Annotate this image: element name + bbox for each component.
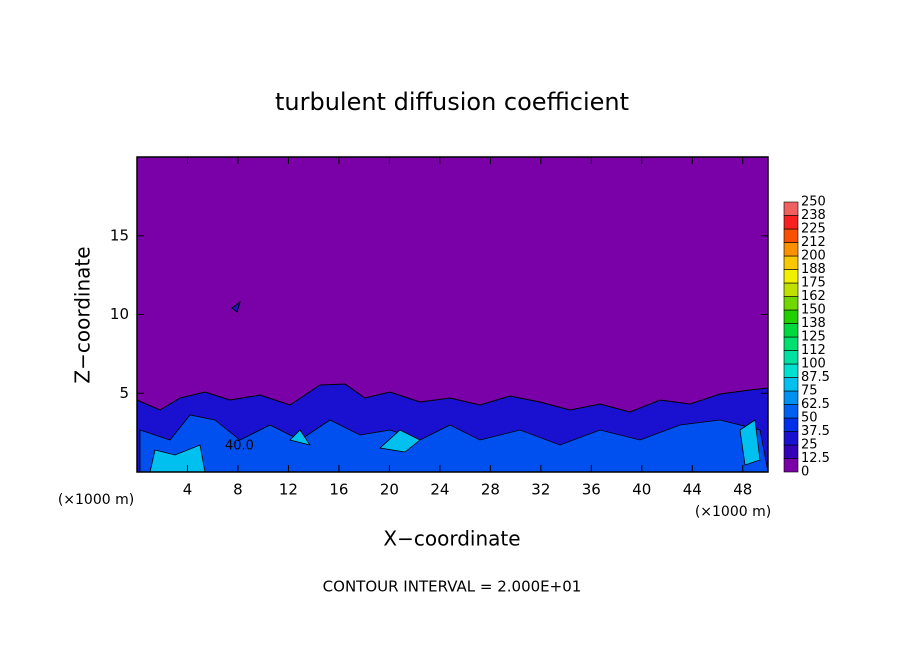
colorbar-label: 75 <box>801 384 818 399</box>
colorbar-label: 37.5 <box>801 424 830 439</box>
colorbar-label: 250 <box>801 195 826 210</box>
x-tick-label: 44 <box>683 481 702 499</box>
colorbar-label: 150 <box>801 303 826 318</box>
field-layer <box>231 300 241 313</box>
x-tick-label: 12 <box>279 481 298 499</box>
colorbar-label: 25 <box>801 438 818 453</box>
x-unit-label: (×1000 m) <box>58 492 134 508</box>
colorbar-band <box>783 363 799 378</box>
field-layer <box>149 419 761 473</box>
colorbar-band <box>783 336 799 351</box>
colorbar-label: 12.5 <box>801 451 830 466</box>
x-tick-label: 4 <box>183 481 193 499</box>
colorbar-band <box>783 228 799 243</box>
x-unit-label: (×1000 m) <box>695 504 771 520</box>
x-tick-label: 24 <box>430 481 449 499</box>
colorbar-label: 50 <box>801 411 818 426</box>
x-tick-label: 48 <box>733 481 752 499</box>
colorbar-label: 162 <box>801 289 826 304</box>
y-tick-label: 5 <box>119 384 129 402</box>
colorbar-label: 125 <box>801 330 826 345</box>
x-tick-label: 16 <box>329 481 348 499</box>
colorbar-label: 225 <box>801 222 826 237</box>
colorbar-band <box>783 417 799 432</box>
colorbar-band <box>783 377 799 392</box>
footer: CONTOUR INTERVAL = 2.000E+01 <box>323 578 582 596</box>
contour-label: 40.0 <box>225 439 254 454</box>
colorbar-band <box>783 458 799 473</box>
colorbar-label: 212 <box>801 235 826 250</box>
x-axis-label: X−coordinate <box>383 527 520 551</box>
colorbar-label: 62.5 <box>801 397 830 412</box>
colorbar-band <box>783 282 799 297</box>
colorbar-band <box>783 323 799 338</box>
colorbar-band <box>783 201 799 216</box>
colorbar-band <box>783 404 799 419</box>
x-tick-label: 36 <box>582 481 601 499</box>
colorbar-band <box>783 296 799 311</box>
colorbar-label: 138 <box>801 316 826 331</box>
x-tick-label: 32 <box>531 481 550 499</box>
x-tick-label: 20 <box>380 481 399 499</box>
chart-title: turbulent diffusion coefficient <box>275 88 629 116</box>
colorbar-label: 188 <box>801 262 826 277</box>
y-tick-label: 10 <box>110 305 129 323</box>
colorbar-label: 112 <box>801 343 826 358</box>
colorbar-band <box>783 390 799 405</box>
colorbar-band <box>783 215 799 230</box>
colorbar-band <box>783 255 799 270</box>
x-tick-label: 28 <box>481 481 500 499</box>
x-tick-label: 40 <box>632 481 651 499</box>
y-axis-label: Z−coordinate <box>71 246 95 383</box>
colorbar-band <box>783 242 799 257</box>
colorbar-label: 200 <box>801 249 826 264</box>
x-tick-label: 8 <box>233 481 243 499</box>
colorbar-band <box>783 269 799 284</box>
colorbar-band <box>783 444 799 459</box>
colorbar-label: 87.5 <box>801 370 830 385</box>
colorbar-band <box>783 431 799 446</box>
colorbar-label: 175 <box>801 276 826 291</box>
colorbar-band <box>783 309 799 324</box>
y-tick-label: 15 <box>110 226 129 244</box>
colorbar-label: 100 <box>801 357 826 372</box>
colorbar-label: 238 <box>801 208 826 223</box>
colorbar-label: 0 <box>801 465 809 480</box>
field: 40.0 <box>136 157 769 473</box>
colorbar-band <box>783 350 799 365</box>
